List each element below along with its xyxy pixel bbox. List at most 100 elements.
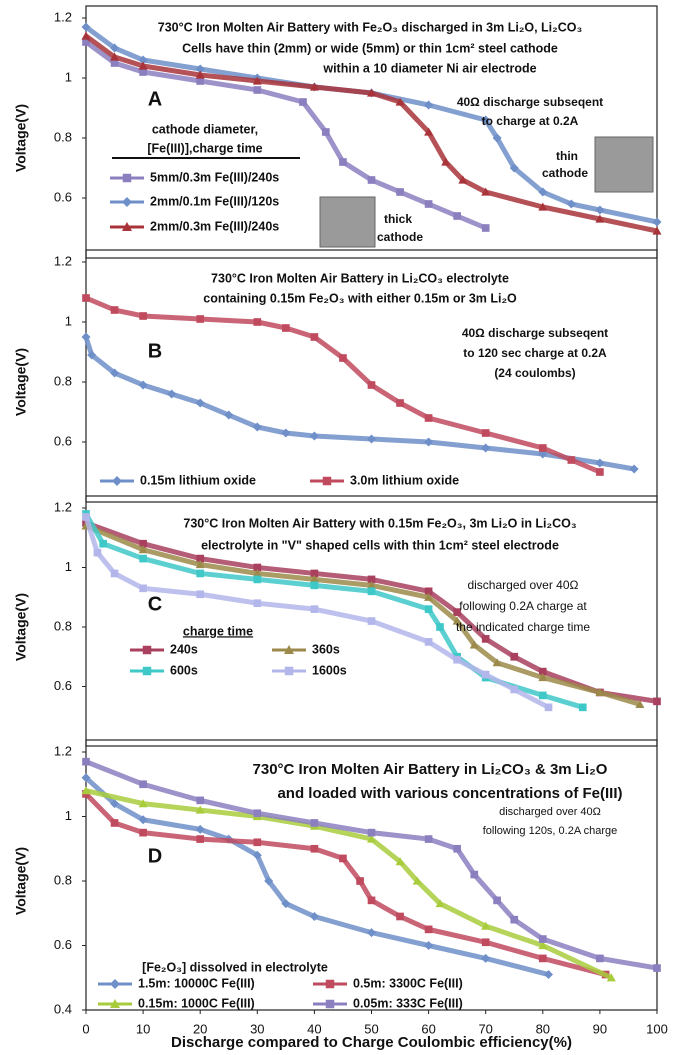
data-point	[424, 592, 434, 601]
data-point	[139, 539, 147, 548]
panel-frame	[85, 249, 658, 503]
y-tick-label: 1	[65, 808, 72, 823]
annotation: to 120 sec charge at 0.2A	[463, 346, 607, 360]
legend-label: 5mm/0.3m Fe(III)/240s	[150, 170, 279, 184]
data-point	[82, 294, 90, 302]
legend-label: 0.15m: 1000C Fe(III)	[138, 996, 255, 1010]
data-point	[82, 513, 90, 521]
data-point	[453, 212, 461, 220]
data-point	[652, 226, 662, 235]
panel-title: electrolyte in "V" shaped cells with thi…	[201, 538, 559, 552]
data-point	[470, 870, 479, 879]
annotation: thin	[556, 149, 578, 163]
data-point	[538, 673, 548, 682]
panel-title: and loaded with various concentrations o…	[277, 785, 622, 802]
legend-title: [Fe(III)],charge time	[147, 141, 262, 155]
data-point	[481, 953, 491, 963]
data-line	[84, 792, 607, 977]
data-point	[596, 468, 604, 476]
annotation: to charge at 0.2A	[482, 114, 579, 128]
data-point	[110, 43, 120, 53]
panel-label: A	[148, 88, 162, 110]
data-point	[87, 350, 97, 360]
data-point	[253, 86, 262, 94]
data-point	[81, 332, 91, 342]
data-point	[481, 921, 491, 930]
legend-label: 360s	[312, 642, 340, 656]
data-point	[424, 414, 433, 422]
data-point	[566, 199, 576, 209]
data-point	[635, 699, 645, 708]
data-point	[195, 64, 205, 74]
legend-title: cathode diameter,	[152, 122, 258, 136]
data-point	[252, 568, 262, 578]
y-tick-label: 0.6	[54, 433, 72, 448]
x-tick-label: 70	[478, 1021, 492, 1036]
data-point	[653, 964, 661, 972]
data-point	[356, 877, 364, 885]
data-point	[82, 757, 90, 766]
data-point	[310, 605, 319, 613]
data-point	[81, 773, 91, 783]
data-point	[538, 935, 547, 943]
data-point	[310, 819, 319, 827]
legend-swatch	[284, 645, 294, 654]
data-point	[544, 703, 553, 712]
data-point	[538, 691, 547, 700]
data-point	[196, 796, 205, 805]
data-point	[196, 315, 205, 323]
y-axis-label: Voltage(V)	[13, 348, 29, 416]
data-point	[310, 333, 319, 341]
legend-label: 1600s	[312, 663, 347, 677]
legend-label: 0.5m: 3300C Fe(III)	[353, 976, 463, 990]
data-point	[309, 574, 319, 583]
legend-swatch	[142, 645, 152, 655]
legend-swatch	[142, 666, 152, 676]
data-point	[310, 569, 319, 578]
data-point	[481, 115, 491, 125]
annotation: thick	[384, 212, 412, 226]
data-point	[481, 938, 490, 947]
data-point	[424, 638, 433, 646]
annotation: (24 coulombs)	[494, 366, 575, 380]
legend-label: 1.5m: 10000C Fe(III)	[138, 976, 255, 990]
data-point	[367, 381, 376, 389]
data-point	[424, 200, 433, 208]
data-point	[299, 98, 307, 106]
panel-title: containing 0.15m Fe₂O₃ with either 0.15m…	[203, 291, 517, 305]
data-point	[424, 587, 433, 596]
data-point	[196, 77, 205, 85]
data-point	[252, 422, 262, 432]
legend-label: 240s	[170, 642, 198, 656]
data-point	[396, 399, 404, 407]
data-point	[538, 187, 548, 197]
panel-label: C	[148, 593, 162, 615]
data-point	[595, 687, 605, 697]
x-axis-label: Discharge compared to Charge Coulombic e…	[171, 1034, 572, 1051]
data-point	[510, 915, 519, 924]
data-point	[195, 70, 205, 79]
y-tick-label: 0.8	[54, 129, 72, 144]
data-point	[435, 899, 445, 908]
annotation: discharged over 40Ω	[467, 578, 578, 592]
data-point	[396, 912, 404, 921]
panel-title: 730°C Iron Molten Air Battery with Fe₂O₃…	[158, 20, 583, 34]
data-point	[139, 780, 147, 789]
legend-swatch	[325, 979, 335, 989]
data-point	[367, 587, 376, 596]
data-point	[510, 685, 519, 694]
annotation: the indicated charge time	[456, 620, 590, 634]
data-point	[629, 464, 639, 474]
data-point	[253, 563, 262, 572]
data-point	[321, 128, 330, 136]
y-tick-label: 1.2	[54, 499, 72, 514]
x-tick-label: 90	[593, 1021, 607, 1036]
data-line	[85, 788, 613, 981]
data-point	[253, 809, 262, 818]
data-point	[367, 896, 376, 905]
panel-label: D	[148, 845, 162, 867]
data-point	[424, 941, 434, 950]
legend-swatch	[110, 979, 120, 989]
data-point	[139, 312, 147, 320]
annotation: following 120s, 0.2A charge	[483, 825, 618, 837]
